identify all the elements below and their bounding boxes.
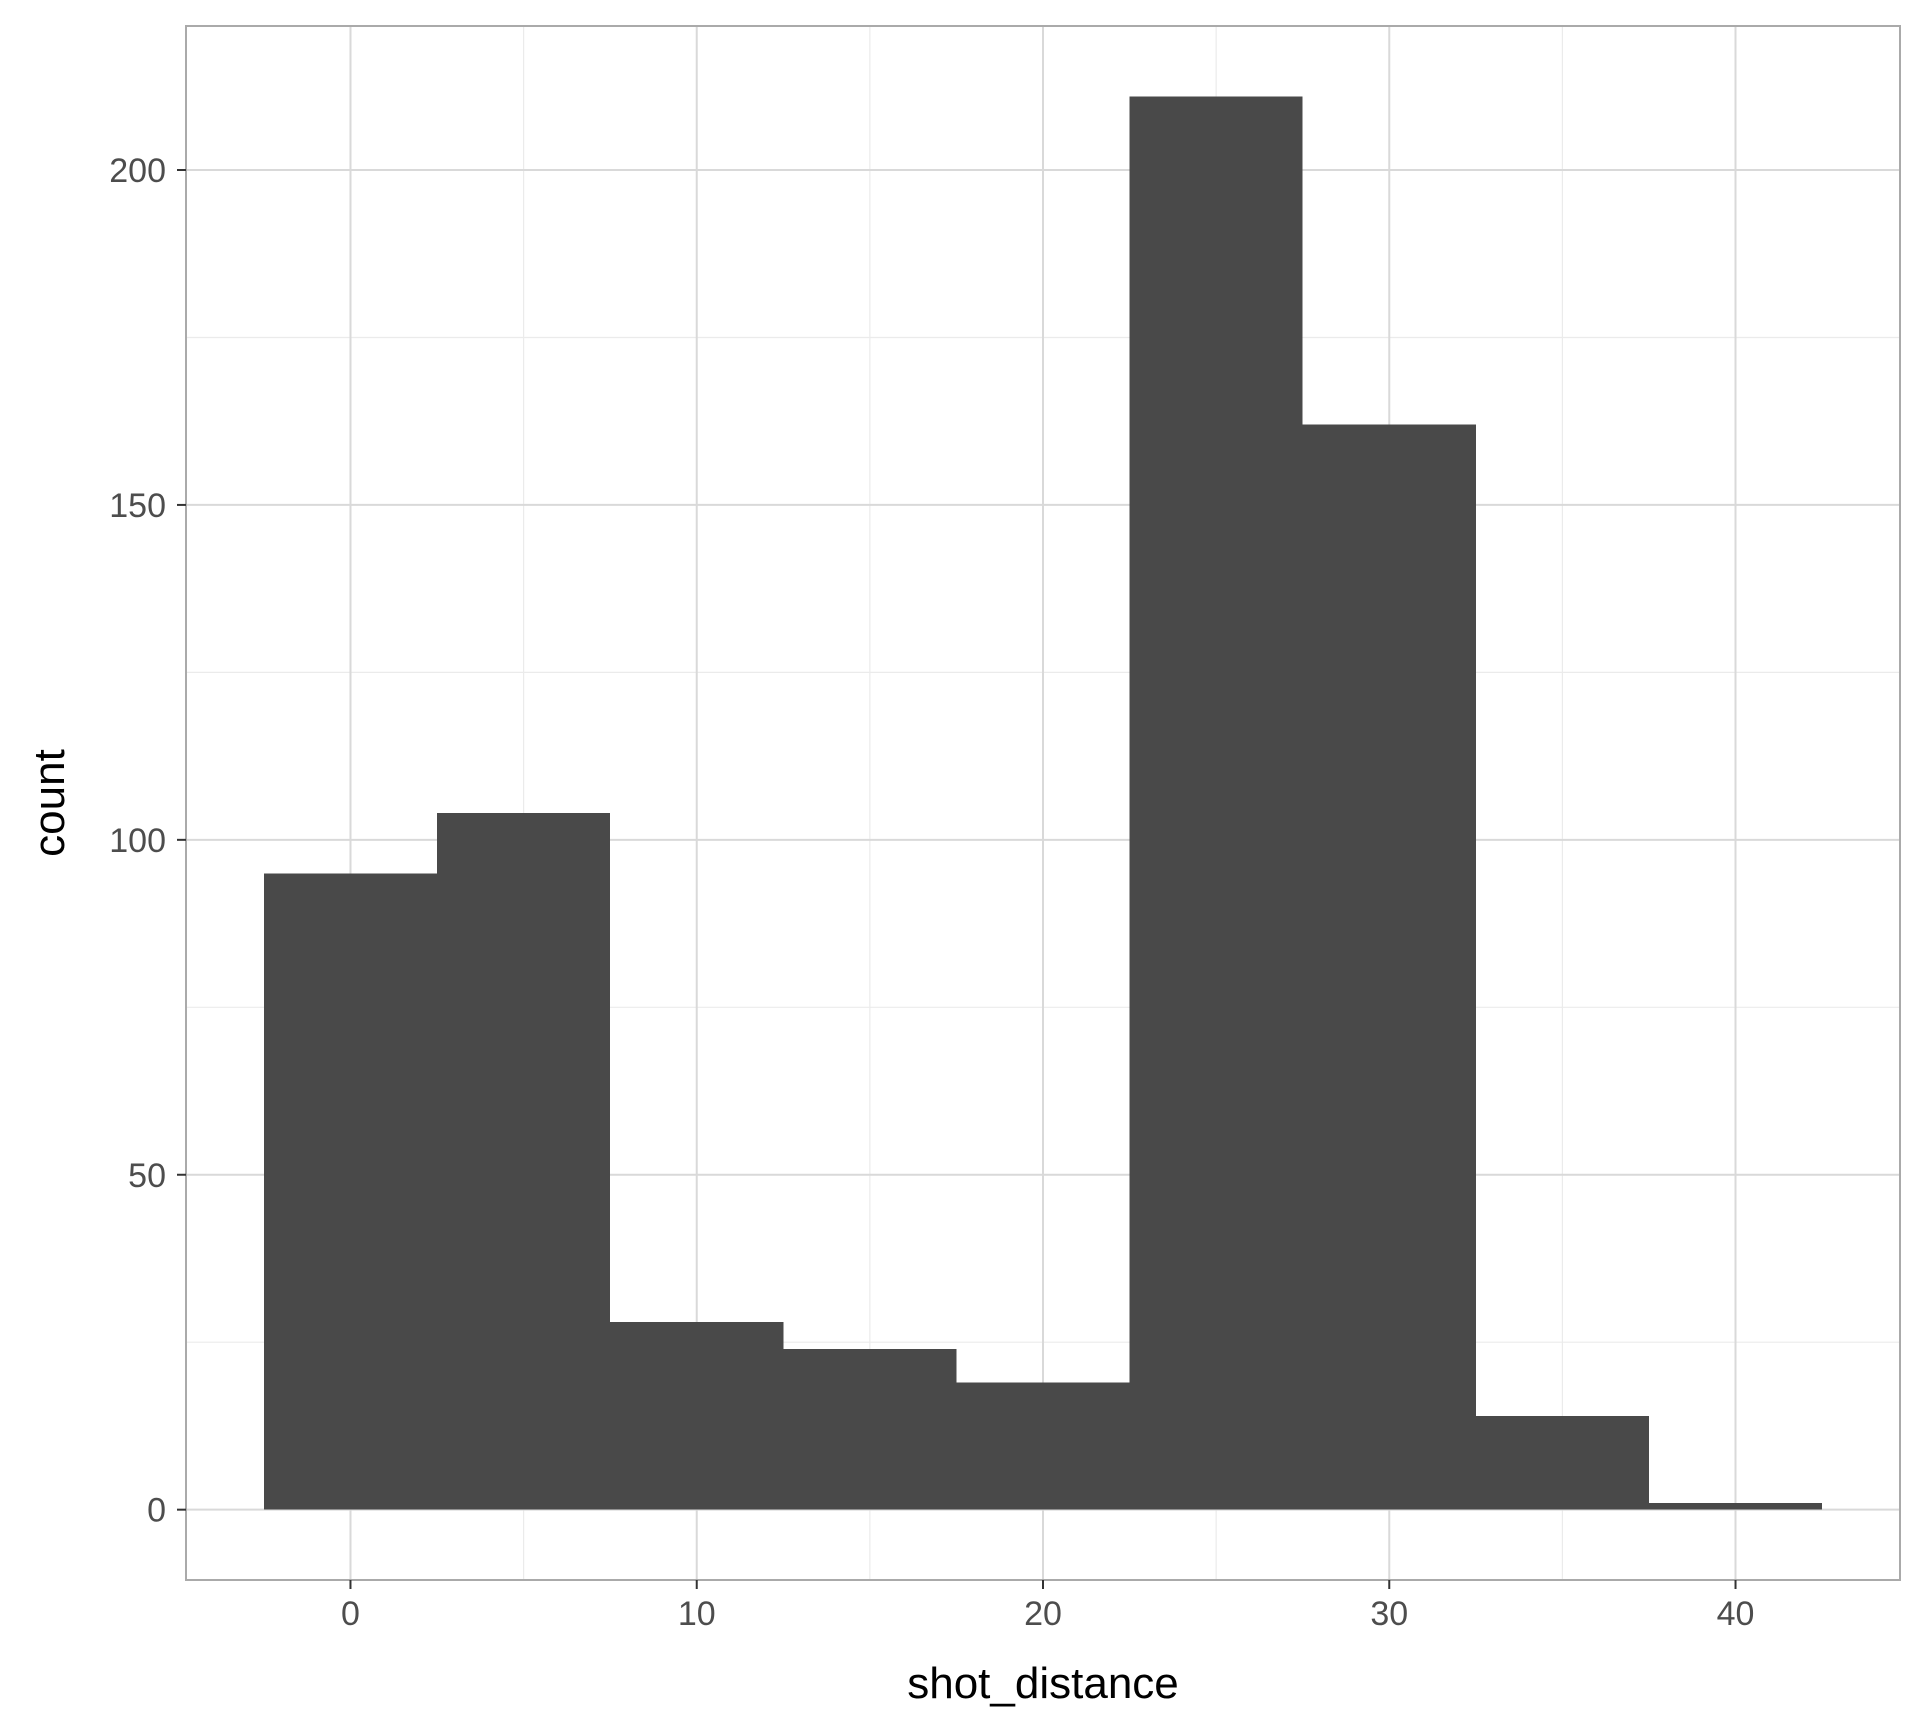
histogram-bar: [1475, 1415, 1649, 1510]
x-tick-label: 0: [341, 1595, 360, 1633]
y-tick-label: 0: [147, 1492, 166, 1530]
x-axis-title: shot_distance: [907, 1659, 1179, 1708]
histogram-bar: [1302, 424, 1476, 1510]
y-tick-label: 200: [109, 152, 166, 190]
histogram-bars: [263, 96, 1823, 1510]
histogram-bar: [1648, 1502, 1823, 1510]
x-tick-label: 30: [1370, 1595, 1408, 1633]
y-tick-label: 50: [128, 1157, 166, 1195]
x-tick-label: 40: [1717, 1595, 1755, 1633]
histogram-bar: [956, 1382, 1130, 1510]
x-tick-label: 20: [1024, 1595, 1062, 1633]
y-axis-ticks: 0 50 100 150 200: [109, 152, 186, 1530]
histogram-bar: [783, 1348, 957, 1510]
y-axis-title: count: [25, 749, 74, 857]
x-tick-label: 10: [678, 1595, 716, 1633]
histogram-bar: [437, 813, 611, 1510]
y-tick-label: 100: [109, 822, 166, 860]
histogram-bar: [263, 873, 438, 1510]
x-axis-ticks: 0 10 20 30 40: [341, 1580, 1754, 1633]
y-tick-label: 150: [109, 487, 166, 525]
histogram-bar: [610, 1322, 784, 1510]
histogram-bar: [1129, 96, 1303, 1510]
